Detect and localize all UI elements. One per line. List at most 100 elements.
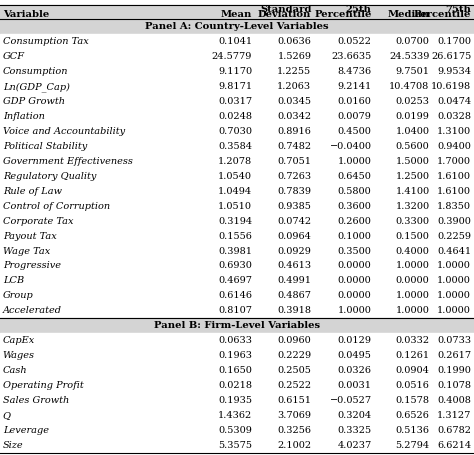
Text: 1.3100: 1.3100 xyxy=(437,127,471,136)
Text: 0.6146: 0.6146 xyxy=(218,291,252,300)
Text: 1.2063: 1.2063 xyxy=(277,82,311,91)
Text: 0.5309: 0.5309 xyxy=(219,426,252,435)
Text: 0.1963: 0.1963 xyxy=(218,351,252,360)
Bar xyxy=(0,64,474,79)
Text: 0.0218: 0.0218 xyxy=(218,381,252,390)
Text: 1.5000: 1.5000 xyxy=(396,157,429,166)
Text: 0.3204: 0.3204 xyxy=(337,411,372,420)
Bar xyxy=(0,94,474,109)
Text: 0.7263: 0.7263 xyxy=(277,172,311,181)
Text: 0.2259: 0.2259 xyxy=(437,232,471,241)
Bar xyxy=(0,243,474,258)
Text: 0.9400: 0.9400 xyxy=(438,142,471,151)
Text: 9.9534: 9.9534 xyxy=(437,67,471,76)
Text: 25th: 25th xyxy=(346,5,372,14)
Text: 0.2505: 0.2505 xyxy=(278,366,311,375)
Text: 1.0000: 1.0000 xyxy=(438,306,471,315)
Text: LCB: LCB xyxy=(3,277,24,285)
Text: 0.0742: 0.0742 xyxy=(277,217,311,226)
Bar xyxy=(0,273,474,288)
Text: Wage Tax: Wage Tax xyxy=(3,247,50,256)
Bar xyxy=(0,303,474,318)
Text: Operating Profit: Operating Profit xyxy=(3,381,83,390)
Text: 1.0510: 1.0510 xyxy=(218,202,252,211)
Text: 0.0633: 0.0633 xyxy=(218,336,252,345)
Text: 0.0332: 0.0332 xyxy=(395,336,429,345)
Text: 0.0000: 0.0000 xyxy=(338,262,372,270)
Bar xyxy=(0,318,474,333)
Text: 0.4500: 0.4500 xyxy=(338,127,372,136)
Text: 0.0342: 0.0342 xyxy=(277,112,311,121)
Text: 0.3600: 0.3600 xyxy=(338,202,372,211)
Text: Sales Growth: Sales Growth xyxy=(3,396,69,405)
Text: 1.2500: 1.2500 xyxy=(395,172,429,181)
Text: 0.6526: 0.6526 xyxy=(396,411,429,420)
Text: −0.0527: −0.0527 xyxy=(329,396,372,405)
Text: 0.4697: 0.4697 xyxy=(218,277,252,285)
Text: 1.0000: 1.0000 xyxy=(338,306,372,315)
Bar xyxy=(0,348,474,363)
Text: Deviation: Deviation xyxy=(258,10,311,19)
Bar xyxy=(0,363,474,378)
Text: 0.1041: 0.1041 xyxy=(218,37,252,46)
Text: 2.1002: 2.1002 xyxy=(277,441,311,450)
Text: Leverage: Leverage xyxy=(3,426,49,435)
Text: 0.6450: 0.6450 xyxy=(338,172,372,181)
Text: Wages: Wages xyxy=(3,351,35,360)
Text: 3.7069: 3.7069 xyxy=(277,411,311,420)
Text: 4.0237: 4.0237 xyxy=(337,441,372,450)
Text: 10.4708: 10.4708 xyxy=(389,82,429,91)
Text: 0.7051: 0.7051 xyxy=(277,157,311,166)
Text: 0.1578: 0.1578 xyxy=(395,396,429,405)
Text: 0.4000: 0.4000 xyxy=(396,247,429,256)
Text: 1.7000: 1.7000 xyxy=(437,157,471,166)
Text: Q: Q xyxy=(3,411,11,420)
Text: 1.6100: 1.6100 xyxy=(437,172,471,181)
Text: 23.6635: 23.6635 xyxy=(331,52,372,61)
Text: 0.3300: 0.3300 xyxy=(395,217,429,226)
Text: 0.8916: 0.8916 xyxy=(278,127,311,136)
Text: 0.1261: 0.1261 xyxy=(395,351,429,360)
Text: Cash: Cash xyxy=(3,366,27,375)
Bar xyxy=(0,184,474,199)
Text: 0.3584: 0.3584 xyxy=(218,142,252,151)
Bar xyxy=(0,378,474,393)
Text: 0.0495: 0.0495 xyxy=(338,351,372,360)
Text: 0.0960: 0.0960 xyxy=(278,336,311,345)
Bar xyxy=(0,258,474,273)
Text: 1.0000: 1.0000 xyxy=(396,262,429,270)
Text: −0.0400: −0.0400 xyxy=(329,142,372,151)
Text: 1.0000: 1.0000 xyxy=(396,291,429,300)
Text: 1.6100: 1.6100 xyxy=(437,187,471,196)
Text: 0.0904: 0.0904 xyxy=(396,366,429,375)
Text: Group: Group xyxy=(3,291,34,300)
Text: 5.3575: 5.3575 xyxy=(218,441,252,450)
Bar xyxy=(0,109,474,124)
Text: Regulatory Quality: Regulatory Quality xyxy=(3,172,96,181)
Text: 0.0522: 0.0522 xyxy=(337,37,372,46)
Text: 0.0000: 0.0000 xyxy=(396,277,429,285)
Text: 0.4613: 0.4613 xyxy=(277,262,311,270)
Text: 1.2255: 1.2255 xyxy=(277,67,311,76)
Text: 0.0345: 0.0345 xyxy=(277,97,311,106)
Text: 0.0079: 0.0079 xyxy=(338,112,372,121)
Text: Percentile: Percentile xyxy=(314,10,372,19)
Text: 0.1000: 0.1000 xyxy=(338,232,372,241)
Text: 0.4991: 0.4991 xyxy=(277,277,311,285)
Bar xyxy=(0,228,474,243)
Text: 0.3918: 0.3918 xyxy=(277,306,311,315)
Text: 0.1990: 0.1990 xyxy=(438,366,471,375)
Text: 0.3500: 0.3500 xyxy=(338,247,372,256)
Text: 1.0400: 1.0400 xyxy=(395,127,429,136)
Text: 1.0000: 1.0000 xyxy=(396,306,429,315)
Text: 0.2600: 0.2600 xyxy=(338,217,372,226)
Text: 1.3127: 1.3127 xyxy=(437,411,471,420)
Text: 0.0516: 0.0516 xyxy=(396,381,429,390)
Text: Accelerated: Accelerated xyxy=(3,306,62,315)
Text: 0.7030: 0.7030 xyxy=(218,127,252,136)
Text: 0.1700: 0.1700 xyxy=(437,37,471,46)
Text: Median: Median xyxy=(387,10,429,19)
Text: 0.3981: 0.3981 xyxy=(218,247,252,256)
Text: 0.2229: 0.2229 xyxy=(277,351,311,360)
Text: 0.0326: 0.0326 xyxy=(337,366,372,375)
